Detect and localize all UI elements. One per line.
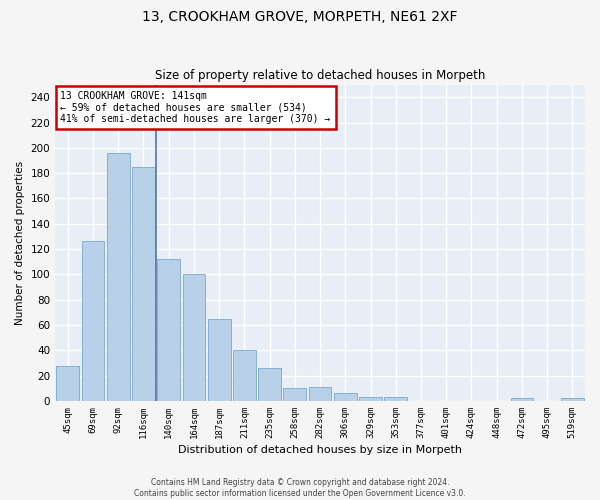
Bar (56, 366, 79, 401)
Text: Contains HM Land Registry data © Crown copyright and database right 2024.
Contai: Contains HM Land Registry data © Crown c… (134, 478, 466, 498)
Bar (561, 398, 584, 401)
Bar (258, 368, 281, 401)
Bar (233, 350, 256, 401)
Bar (283, 388, 306, 401)
Bar (208, 318, 230, 401)
Bar (82, 242, 104, 401)
Bar (182, 274, 205, 401)
Text: 13 CROOKHAM GROVE: 141sqm
← 59% of detached houses are smaller (534)
41% of semi: 13 CROOKHAM GROVE: 141sqm ← 59% of detac… (61, 91, 331, 124)
Y-axis label: Number of detached properties: Number of detached properties (15, 160, 25, 325)
Bar (309, 387, 331, 401)
Text: 13, CROOKHAM GROVE, MORPETH, NE61 2XF: 13, CROOKHAM GROVE, MORPETH, NE61 2XF (142, 10, 458, 24)
X-axis label: Distribution of detached houses by size in Morpeth: Distribution of detached houses by size … (178, 445, 462, 455)
Bar (334, 394, 356, 401)
Bar (157, 259, 180, 401)
Bar (359, 397, 382, 401)
Title: Size of property relative to detached houses in Morpeth: Size of property relative to detached ho… (155, 69, 485, 82)
Bar (132, 167, 155, 401)
Bar (511, 398, 533, 401)
Bar (107, 153, 130, 401)
Bar (385, 397, 407, 401)
